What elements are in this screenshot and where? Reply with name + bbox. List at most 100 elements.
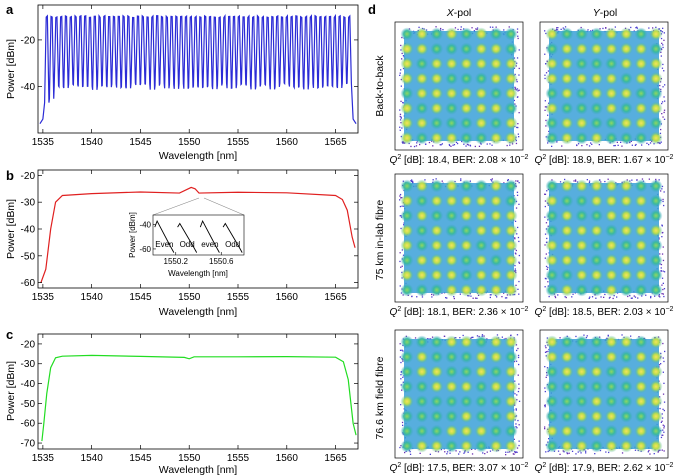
constellation-symbol	[575, 72, 589, 86]
noise-point	[581, 145, 583, 147]
constellation-symbol	[575, 86, 589, 100]
constellation-symbol	[474, 268, 488, 282]
constellation-symbol	[430, 394, 444, 408]
noise-point	[401, 205, 403, 207]
caption-q: Q	[390, 307, 398, 318]
noise-point	[663, 39, 665, 41]
chart-b-y-ticks: -60 -50 -40 -30 -20	[21, 171, 358, 289]
constellation-symbol	[445, 42, 459, 56]
noise-point	[440, 27, 442, 30]
noise-point	[518, 254, 520, 257]
noise-point	[660, 267, 662, 269]
noise-point	[456, 142, 459, 145]
noise-point	[577, 451, 579, 453]
noise-point	[575, 335, 577, 338]
noise-point	[517, 288, 519, 290]
constellation-symbol	[474, 350, 488, 364]
constellation-symbol	[430, 335, 444, 349]
constellation-symbol	[430, 42, 444, 56]
constellation-symbol	[415, 224, 429, 238]
noise-point	[513, 99, 515, 102]
constellation-symbol	[489, 194, 503, 208]
constellation-symbol	[649, 424, 663, 438]
noise-point	[544, 74, 546, 76]
noise-point	[661, 232, 663, 234]
constellation-symbol	[415, 42, 429, 56]
constellation-symbol	[560, 238, 574, 252]
constellation-symbol	[489, 268, 503, 282]
noise-point	[516, 334, 519, 336]
noise-point	[649, 453, 651, 455]
noise-point	[399, 285, 401, 287]
constellation-symbol	[649, 365, 663, 379]
noise-point	[544, 193, 546, 195]
constellation-symbol	[590, 209, 604, 223]
constellation-symbol	[400, 131, 414, 145]
constellation-symbol	[604, 439, 618, 453]
constellation-symbol	[619, 86, 633, 100]
noise-point	[476, 297, 478, 299]
inset-series	[154, 220, 243, 253]
constellation-symbol	[474, 283, 488, 297]
noise-point	[544, 426, 546, 428]
noise-point	[483, 335, 485, 337]
constellation-symbol	[590, 238, 604, 252]
constellation-symbol	[459, 350, 473, 364]
noise-point	[401, 58, 403, 60]
chart-a: 1535 1540 1545 1550 1555 1560 1565 -40 -20 Wave…	[5, 4, 359, 162]
noise-point	[517, 356, 520, 359]
noise-point	[544, 244, 546, 246]
constellation-symbol	[489, 350, 503, 364]
constellation-symbol	[445, 101, 459, 115]
constellation-cloud	[404, 339, 514, 449]
constellation-symbol	[489, 224, 503, 238]
x-tick-label: 1545	[129, 137, 152, 148]
chart-a-ylabel: Power [dBm]	[5, 39, 17, 99]
noise-point	[575, 453, 577, 455]
constellation-symbol	[604, 179, 618, 193]
noise-point	[663, 401, 666, 403]
constellation-symbol	[634, 409, 648, 423]
constellation-symbol	[649, 253, 663, 267]
noise-point	[514, 380, 516, 382]
constellation-symbol	[459, 283, 473, 297]
noise-point	[546, 190, 548, 192]
constellation-symbol	[649, 283, 663, 297]
noise-point	[590, 142, 592, 144]
noise-point	[544, 233, 547, 235]
caption-values: [dB]: 18.9, BER: 1.67 × 10	[546, 155, 666, 166]
constellation-symbol	[590, 350, 604, 364]
constellation-symbol	[560, 268, 574, 282]
constellation-symbol	[504, 116, 518, 130]
noise-point	[634, 296, 637, 298]
noise-point	[455, 141, 458, 143]
constellation-symbol	[415, 131, 429, 145]
inset-frame	[152, 214, 245, 256]
constellation-symbol	[619, 194, 633, 208]
noise-point	[571, 296, 573, 298]
noise-point	[635, 143, 637, 146]
constellation-symbol	[474, 365, 488, 379]
constellation-symbol	[590, 439, 604, 453]
constellation-symbol	[560, 57, 574, 71]
noise-point	[544, 428, 546, 430]
noise-point	[410, 180, 412, 182]
noise-point	[496, 334, 499, 336]
noise-point	[617, 144, 619, 146]
noise-point	[514, 237, 516, 239]
noise-point	[518, 240, 520, 243]
noise-point	[661, 225, 663, 227]
noise-point	[399, 109, 401, 111]
constellation-symbol	[430, 409, 444, 423]
noise-point	[425, 143, 427, 145]
noise-point	[401, 349, 403, 351]
constellation-symbol	[430, 380, 444, 394]
noise-point	[630, 26, 632, 29]
constellation-symbol	[445, 394, 459, 408]
noise-point	[547, 70, 550, 72]
noise-point	[515, 408, 517, 410]
constellation-symbol	[400, 101, 414, 115]
caption-q-superscript: 2	[397, 462, 401, 469]
chart-c-x-ticks: 1535 1540 1545 1550 1555 1560 1565	[32, 334, 347, 464]
